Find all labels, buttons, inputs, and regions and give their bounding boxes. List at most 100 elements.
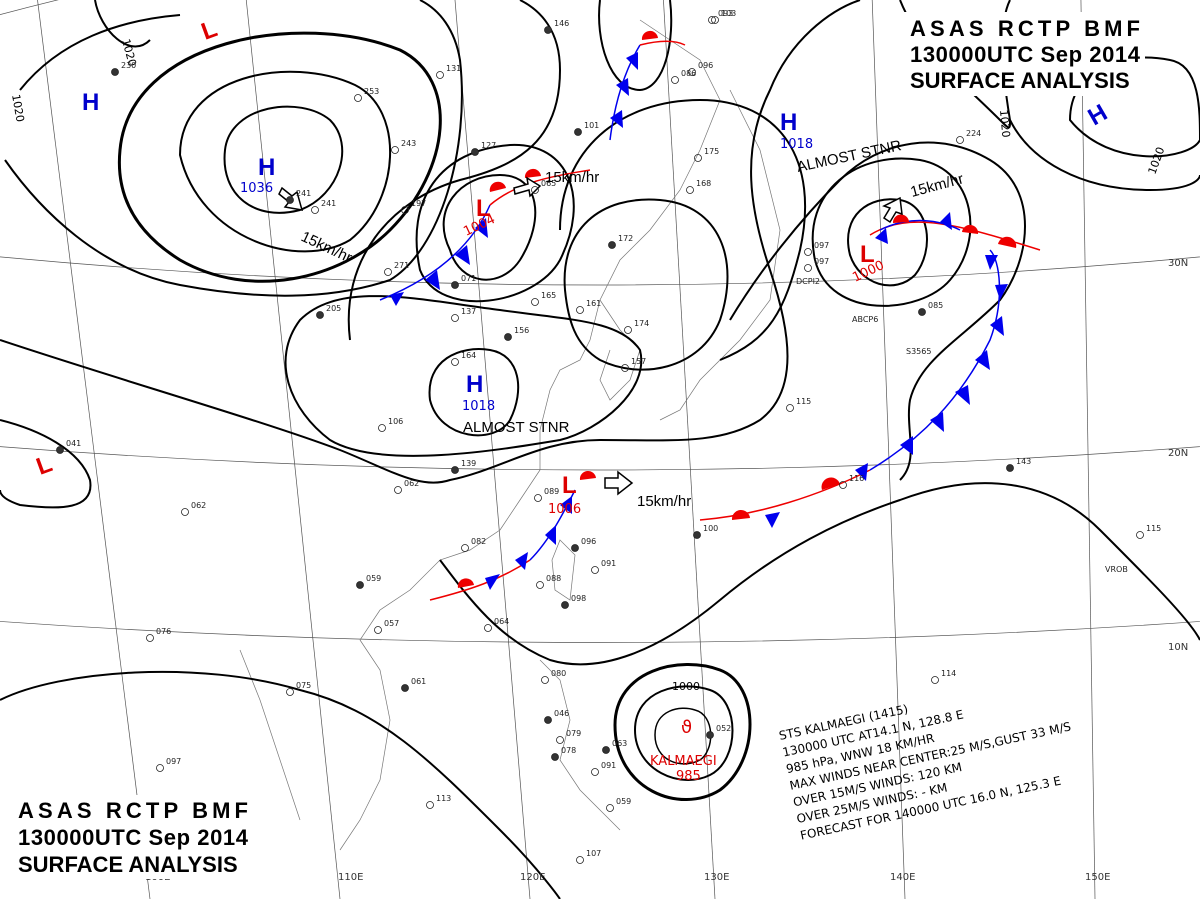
- station-marker: [918, 308, 926, 316]
- station-marker: [471, 148, 479, 156]
- high-center-value: 1036: [240, 181, 273, 196]
- cold-symbol: [425, 270, 440, 290]
- isobar-h1018-japan: [559, 98, 807, 361]
- station-pressure-value: 174: [634, 319, 649, 328]
- cold-symbol: [990, 316, 1004, 336]
- station-pressure-value: 064: [494, 617, 509, 626]
- station-marker: [591, 768, 599, 776]
- front-l1004-cold: [379, 204, 491, 301]
- station-pressure-value: 091: [601, 761, 616, 770]
- station-marker: [688, 68, 696, 76]
- typhoon-kalmaegi: ϑ KALMAEGI 985 STS KALMAEGI (1415) 13000…: [650, 702, 1072, 843]
- station-pressure-value: 080: [551, 669, 566, 678]
- typhoon-name: KALMAEGI: [650, 754, 717, 769]
- station-marker: [534, 494, 542, 502]
- isobar-h1036-ring3: [117, 31, 442, 283]
- cold-symbol: [900, 436, 913, 455]
- station-pressure-value: 116: [849, 474, 864, 483]
- lon-label: 140E: [890, 872, 915, 883]
- station-marker: [786, 404, 794, 412]
- lat-label: 20N: [1168, 448, 1188, 459]
- station-pressure-value: 089: [544, 487, 559, 496]
- station-pressure-value: 175: [704, 147, 719, 156]
- station-pressure-value: 243: [401, 139, 416, 148]
- station-marker: [451, 314, 459, 322]
- station-pressure-value: 063: [612, 739, 627, 748]
- station-pressure-value: 079: [566, 729, 581, 738]
- front-japan-warm: [699, 469, 871, 521]
- front-taiwan-line-red: [429, 559, 531, 601]
- lon-label: 130E: [704, 872, 729, 883]
- station-marker: [531, 298, 539, 306]
- header-line: SURFACE ANALYSIS: [18, 852, 238, 877]
- cold-symbol: [455, 245, 470, 265]
- warm-front-symbols: [457, 30, 1017, 588]
- station-marker: [426, 801, 434, 809]
- station-pressure-value: 241: [321, 199, 336, 208]
- warm-symbol: [821, 477, 840, 490]
- station-marker: [451, 466, 459, 474]
- station-marker: [504, 333, 512, 341]
- station-marker: [436, 71, 444, 79]
- isobar-korea: [563, 198, 729, 371]
- korea-coast: [599, 299, 641, 401]
- station-marker: [561, 601, 569, 609]
- front-l1004-warm: [489, 169, 591, 206]
- station-pressure-value: 093: [718, 9, 733, 18]
- low-center-letter: L: [562, 472, 577, 499]
- station-pressure-value: 114: [941, 669, 956, 678]
- station-pressure-value: 078: [561, 746, 576, 755]
- high-center-letter: H: [1084, 99, 1113, 131]
- isobar-label: 1020: [9, 93, 27, 123]
- lat-line-50n: [0, 0, 59, 15]
- cold-symbol: [855, 463, 868, 481]
- lat-line-20n: [0, 446, 1200, 471]
- isobar-1020-top: [94, 0, 151, 48]
- station-marker: [354, 94, 362, 102]
- station-pressure-value: 086: [681, 69, 696, 78]
- station-pressure-value: 230: [121, 61, 136, 70]
- header-line: ASAS RCTP BMF: [18, 798, 248, 823]
- station-pressure-value: 253: [364, 87, 379, 96]
- station-pressure-value: 271: [394, 261, 409, 270]
- station-pressure-value: 157: [631, 357, 646, 366]
- station-pressure-value: 061: [411, 677, 426, 686]
- station-marker: [378, 424, 386, 432]
- station-marker: [484, 624, 492, 632]
- lon-label: 120E: [520, 872, 545, 883]
- lon-label: 150E: [1085, 872, 1110, 883]
- front-north-warm: [639, 40, 686, 46]
- isobar-japan-trough: [729, 141, 1026, 481]
- station-marker: [608, 241, 616, 249]
- station-pressure-value: 127: [481, 141, 496, 150]
- station-marker: [693, 531, 701, 539]
- header-top: ASAS RCTP BMF 130000UTC Sep 2014 SURFACE…: [900, 12, 1145, 96]
- station-pressure-value: 041: [66, 439, 81, 448]
- station-pressure-value: 071: [461, 274, 476, 283]
- station-pressure-value: 085: [928, 301, 943, 310]
- motion-arrows: [278, 176, 903, 496]
- station-pressure-value: 115: [1146, 524, 1161, 533]
- station-pressure-value: 091: [601, 559, 616, 568]
- warm-symbol: [489, 181, 506, 192]
- station-marker: [1006, 464, 1014, 472]
- station-pressure-value: 097: [814, 241, 829, 250]
- lon-line-150e: [1080, 0, 1096, 899]
- station-marker: [181, 508, 189, 516]
- ship-id: DCPI2: [796, 277, 820, 286]
- ship-id: S3565: [906, 347, 931, 356]
- motion-arrow-l1006: [604, 470, 634, 496]
- low-center-letter: L: [198, 15, 221, 45]
- high-center-letter: H: [82, 89, 99, 116]
- station-marker: [591, 566, 599, 574]
- indochina-coast: [239, 649, 301, 821]
- cold-symbol: [560, 496, 572, 514]
- isobar-china-big: [284, 295, 643, 457]
- station-marker: [401, 684, 409, 692]
- station-pressure-value: 082: [471, 537, 486, 546]
- cold-symbol: [475, 218, 488, 238]
- lon-line-110e: [245, 0, 341, 899]
- station-pressure-value: 065: [541, 179, 556, 188]
- lon-line-120e: [454, 0, 531, 899]
